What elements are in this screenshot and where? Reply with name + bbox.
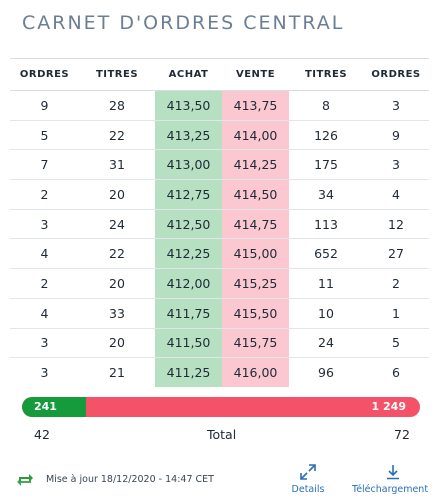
bid-price-cell: 412,75	[155, 179, 222, 210]
buy-shares-cell: 33	[79, 298, 155, 329]
sell-shares-cell: 96	[318, 365, 334, 381]
buy-orders-cell: 3	[10, 328, 79, 359]
buy-sell-balance-bar: 241 1 249	[22, 397, 420, 417]
total-sell-orders: 72	[394, 427, 410, 442]
download-label: Téléchargement	[352, 484, 429, 495]
table-row: 4 33 411,75 415,50 10 1	[10, 298, 429, 329]
buy-orders-cell: 3	[10, 209, 79, 240]
sell-orders-cell: 3	[363, 149, 429, 181]
table-row: 3 20 411,50 415,75 24 5	[10, 328, 429, 359]
col-header-sell-shares: TITRES	[289, 58, 363, 91]
bid-price-cell: 412,00	[155, 268, 222, 299]
sell-volume-label: 1 249	[371, 400, 406, 413]
sell-shares-cell: 126	[289, 120, 363, 151]
sell-orders-cell: 12	[363, 209, 429, 240]
sell-shares-cell: 652	[289, 238, 363, 270]
expand-icon	[300, 464, 316, 480]
sell-shares-cell: 11	[289, 268, 363, 299]
buy-orders-cell: 2	[10, 179, 79, 210]
buy-orders-cell: 4	[10, 298, 79, 329]
download-icon	[387, 465, 399, 480]
details-button[interactable]: Details	[288, 462, 328, 498]
table-row: 9 28 413,50 413,75 8 3	[10, 90, 429, 121]
order-book-table: ORDRES TITRES ACHAT VENTE TITRES ORDRES …	[10, 58, 429, 388]
sell-shares-cell: 34	[289, 179, 363, 210]
col-header-buy-orders: ORDRES	[10, 58, 79, 91]
ask-price-cell: 414,75	[222, 209, 289, 240]
buy-shares-cell: 31	[79, 149, 155, 181]
buy-orders-cell: 4	[10, 238, 79, 270]
table-row: 3 21 411,25 416,00 96 6	[10, 357, 429, 388]
table-row: 7 31 413,00 414,25 175 3	[10, 149, 429, 181]
bid-price-cell: 412,25	[155, 238, 222, 270]
refresh-icon[interactable]	[16, 472, 34, 488]
col-header-bid: ACHAT	[155, 58, 222, 91]
buy-shares-cell: 22	[79, 238, 155, 270]
total-label: Total	[207, 427, 237, 442]
ask-price-cell: 415,50	[222, 298, 289, 329]
download-button[interactable]: Téléchargement	[350, 462, 438, 498]
sell-shares-cell: 10	[289, 298, 363, 329]
col-header-sell-orders: ORDRES	[363, 58, 429, 91]
sell-orders-cell: 27	[363, 238, 429, 270]
buy-orders-cell: 7	[10, 149, 79, 181]
page-title: CARNET D'ORDRES CENTRAL	[22, 12, 345, 34]
table-row: 2 20 412,75 414,50 34 4	[10, 179, 429, 210]
table-row: 5 22 413,25 414,00 126 9	[10, 120, 429, 151]
sell-shares-cell: 175	[289, 149, 363, 181]
buy-volume-label: 241	[34, 400, 57, 413]
sell-shares-cell: 8	[289, 90, 363, 121]
sell-orders-cell: 2	[363, 268, 429, 299]
bid-price-cell: 413,50	[155, 90, 222, 121]
ask-price-cell: 416,00	[222, 357, 289, 388]
buy-shares-cell: 20	[79, 328, 155, 359]
buy-shares-cell: 20	[79, 179, 155, 210]
ask-price-cell: 413,75	[222, 90, 289, 121]
sell-shares-cell: 113	[289, 209, 363, 240]
bid-price-cell: 411,50	[155, 328, 222, 359]
sell-orders-cell: 3	[363, 90, 429, 121]
table-row: 3 24 412,50 414,75 113 12	[10, 209, 429, 240]
total-buy-orders: 42	[34, 427, 50, 442]
buy-orders-cell: 5	[10, 120, 79, 151]
buy-volume-bar	[22, 397, 87, 417]
last-update-text: Mise à jour 18/12/2020 - 14:47 CET	[46, 474, 214, 485]
bid-price-cell: 411,75	[155, 298, 222, 329]
table-row: 4 22 412,25 415,00 652 27	[10, 238, 429, 270]
bid-price-cell: 412,50	[155, 209, 222, 240]
ask-price-cell: 415,25	[222, 268, 289, 299]
buy-orders-cell: 3	[40, 365, 49, 381]
ask-price-cell: 414,50	[222, 179, 289, 210]
buy-shares-cell: 24	[79, 209, 155, 240]
ask-price-cell: 415,75	[222, 328, 289, 359]
buy-orders-cell: 2	[10, 268, 79, 299]
sell-orders-cell: 6	[392, 365, 400, 381]
ask-price-cell: 414,00	[222, 120, 289, 151]
sell-orders-cell: 1	[363, 298, 429, 329]
col-header-buy-shares: TITRES	[79, 58, 155, 91]
bid-price-cell: 413,00	[155, 149, 222, 181]
footer-bar: Mise à jour 18/12/2020 - 14:47 CET Detai…	[0, 462, 440, 500]
buy-shares-cell: 20	[79, 268, 155, 299]
col-header-ask: VENTE	[222, 58, 289, 91]
ask-price-cell: 414,25	[222, 149, 289, 181]
sell-orders-cell: 9	[363, 120, 429, 151]
sell-shares-cell: 24	[289, 328, 363, 359]
bid-price-cell: 413,25	[155, 120, 222, 151]
table-row: 2 20 412,00 415,25 11 2	[10, 268, 429, 299]
bid-price-cell: 411,25	[155, 357, 222, 388]
sell-orders-cell: 4	[363, 179, 429, 210]
ask-price-cell: 415,00	[222, 238, 289, 270]
table-header-row: ORDRES TITRES ACHAT VENTE TITRES ORDRES	[10, 58, 429, 91]
buy-orders-cell: 9	[10, 90, 79, 121]
buy-shares-cell: 22	[79, 120, 155, 151]
buy-shares-cell: 28	[79, 90, 155, 121]
buy-shares-cell: 21	[109, 365, 125, 381]
sell-orders-cell: 5	[363, 328, 429, 359]
details-label: Details	[291, 484, 325, 495]
